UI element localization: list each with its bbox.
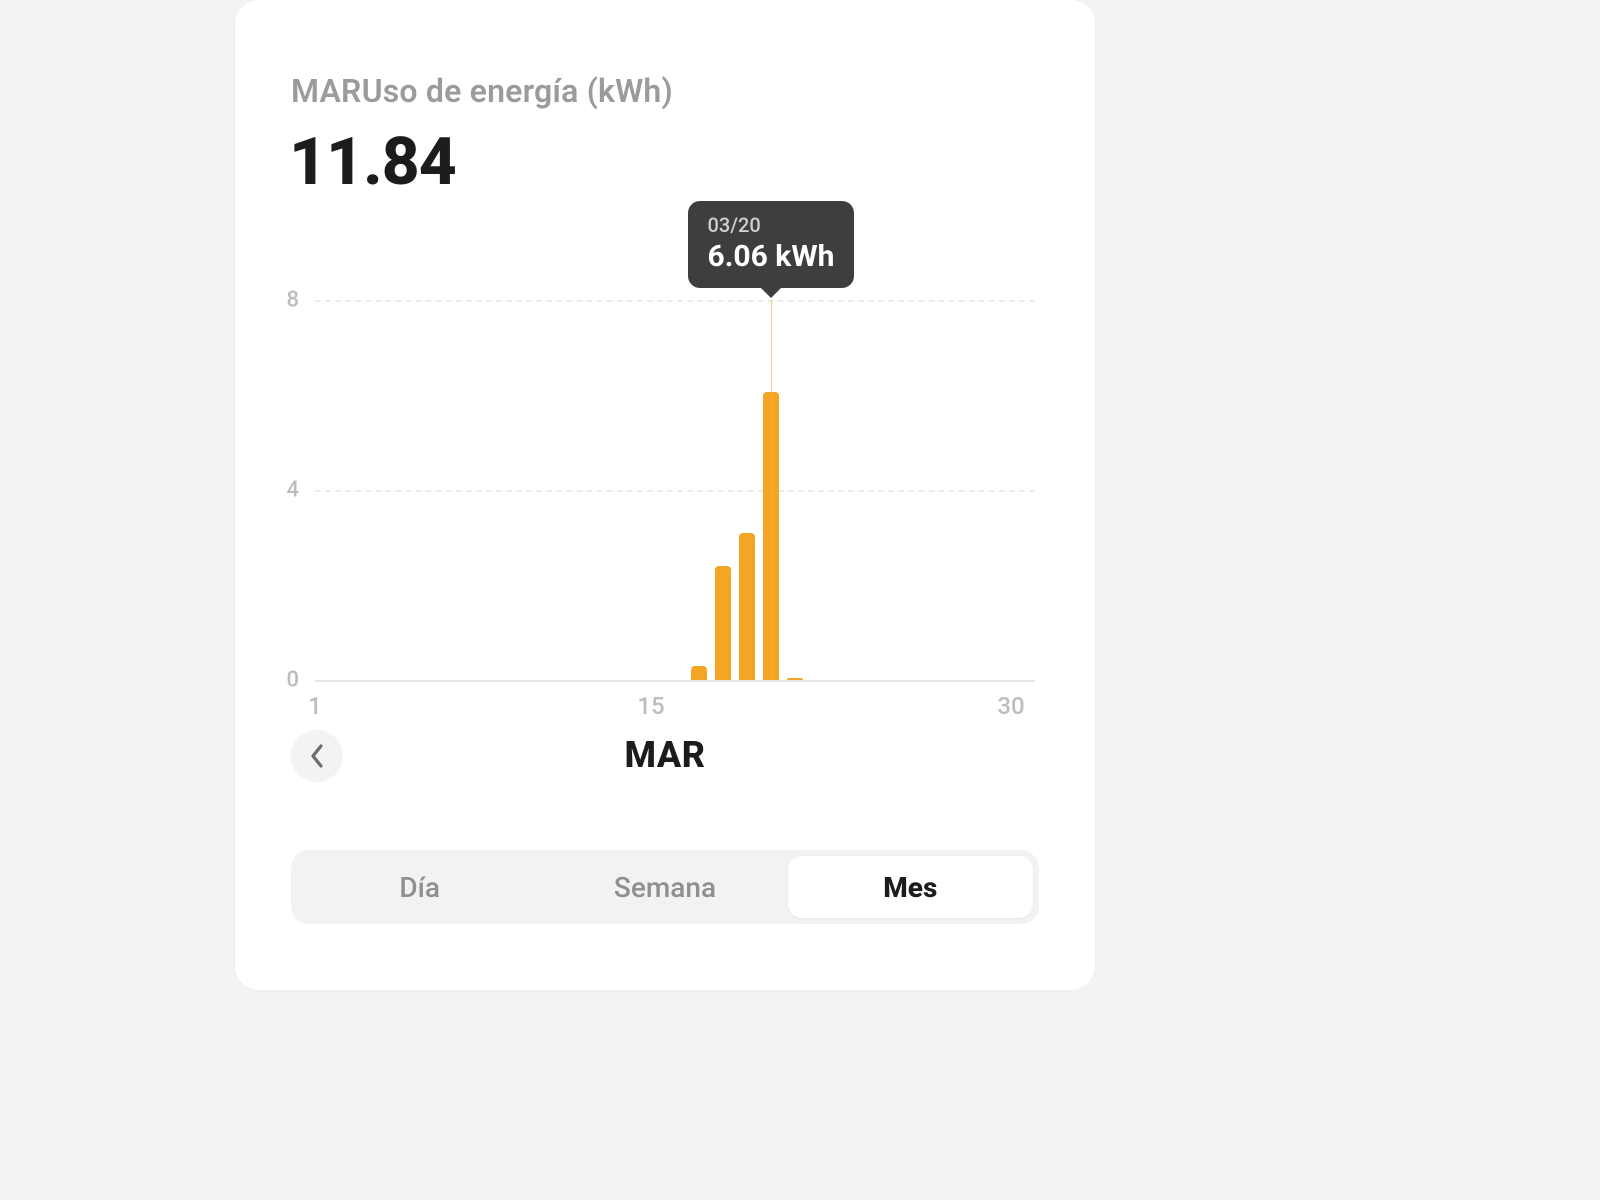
- total-value: 11.84: [289, 124, 456, 201]
- y-axis-label: 8: [286, 288, 299, 313]
- x-axis-label: 30: [997, 692, 1024, 720]
- tooltip-date: 03/20: [708, 213, 835, 237]
- segment-option-día[interactable]: Día: [297, 856, 542, 918]
- y-axis-label: 0: [286, 668, 299, 693]
- chart-bar[interactable]: [739, 533, 755, 680]
- chart-baseline: [315, 680, 1035, 682]
- card-title: MARUso de energía (kWh): [291, 72, 673, 110]
- energy-bar-chart: 0481153003/206.06 kWh: [315, 300, 1035, 680]
- chart-gridline: [315, 490, 1035, 492]
- chart-gridline: [315, 300, 1035, 302]
- x-axis-label: 1: [308, 692, 322, 720]
- current-month-label: MAR: [235, 734, 1095, 776]
- energy-card: MARUso de energía (kWh) 11.84 0481153003…: [235, 0, 1095, 990]
- chart-bar[interactable]: [691, 666, 707, 680]
- chart-guide-line: [771, 300, 772, 680]
- period-segmented-control: DíaSemanaMes: [291, 850, 1039, 924]
- chart-tooltip: 03/206.06 kWh: [688, 201, 855, 288]
- tooltip-value: 6.06 kWh: [708, 239, 835, 274]
- tooltip-arrow-icon: [760, 287, 782, 298]
- segment-option-mes[interactable]: Mes: [788, 856, 1033, 918]
- month-nav: MAR: [235, 730, 1095, 790]
- chart-bar[interactable]: [787, 678, 803, 680]
- x-axis-label: 15: [637, 692, 664, 720]
- y-axis-label: 4: [286, 478, 299, 503]
- chart-bar[interactable]: [715, 566, 731, 680]
- segment-option-semana[interactable]: Semana: [542, 856, 787, 918]
